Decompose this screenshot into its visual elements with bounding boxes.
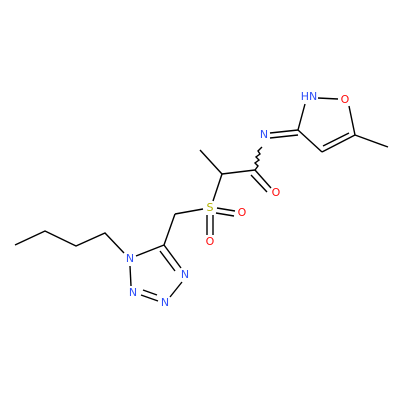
bond (254, 169, 272, 189)
ring-bond (140, 294, 159, 302)
ring-bond (135, 244, 165, 257)
ring-bond (163, 244, 182, 269)
ring-bond (322, 132, 350, 147)
atom-label: N (260, 128, 268, 141)
ring-bond (142, 289, 158, 296)
atom-label: HN (301, 90, 318, 103)
atom-labels: HN O N O S O O N N N N (126, 90, 350, 309)
ring-bond (129, 265, 132, 287)
bond (354, 134, 389, 148)
bond (221, 169, 256, 175)
bond (269, 129, 299, 134)
bonds (14, 97, 389, 302)
atom-label: N (126, 252, 134, 265)
bond (199, 149, 223, 175)
bond (250, 174, 268, 193)
ring-bond (297, 103, 306, 131)
butyl-bond (14, 230, 125, 254)
ring-bond (169, 281, 183, 298)
bond (212, 173, 223, 202)
ring-bond (317, 97, 339, 100)
bond (174, 208, 204, 215)
ring-bond (159, 250, 176, 272)
ring-bond (348, 105, 356, 136)
atom-label: N (181, 268, 189, 281)
bond (269, 134, 299, 139)
atom-label: N (129, 286, 137, 299)
atom-label: N (161, 296, 169, 309)
bond (215, 212, 235, 217)
atom-label: O (206, 235, 215, 248)
bond (163, 213, 176, 246)
wavy-bond (253, 146, 263, 171)
atom-label: O (238, 206, 247, 219)
ring-bond (297, 129, 323, 153)
atom-label: O (341, 93, 350, 106)
bond (216, 207, 236, 212)
atom-label: S (207, 201, 214, 214)
atom-label: O (272, 186, 281, 199)
ring-bond (321, 134, 356, 153)
